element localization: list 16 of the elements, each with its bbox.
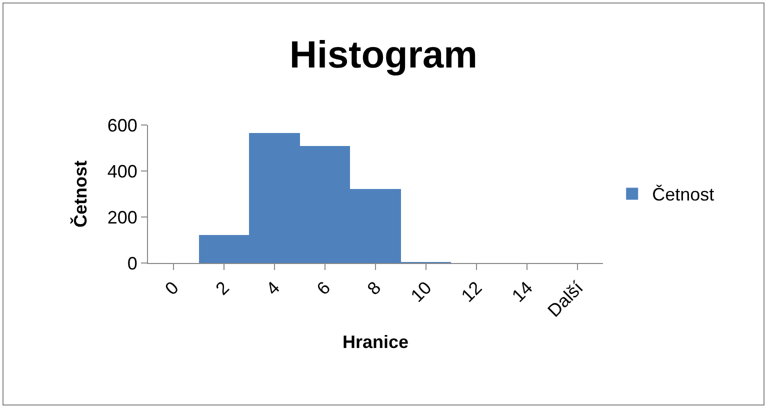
- x-tick-label: 10: [406, 278, 436, 306]
- chart-title: Histogram: [290, 34, 478, 76]
- x-tick-label: 6: [312, 278, 334, 299]
- x-tick-label: 12: [457, 278, 486, 306]
- y-tick-label: 0: [127, 253, 138, 274]
- x-axis-title: Hranice: [342, 332, 409, 352]
- y-tick-label: 400: [107, 161, 138, 182]
- x-tick-label: 2: [212, 278, 234, 299]
- x-tick-label: 14: [508, 278, 536, 306]
- x-tick-label: 8: [363, 278, 385, 299]
- x-tick-label: 0: [161, 278, 182, 299]
- x-tick-label: 4: [262, 278, 284, 299]
- y-tick-label: 600: [107, 115, 138, 136]
- y-axis-title: Četnost: [70, 160, 91, 228]
- y-tick-label: 200: [107, 207, 138, 228]
- legend-label: Četnost: [652, 184, 714, 205]
